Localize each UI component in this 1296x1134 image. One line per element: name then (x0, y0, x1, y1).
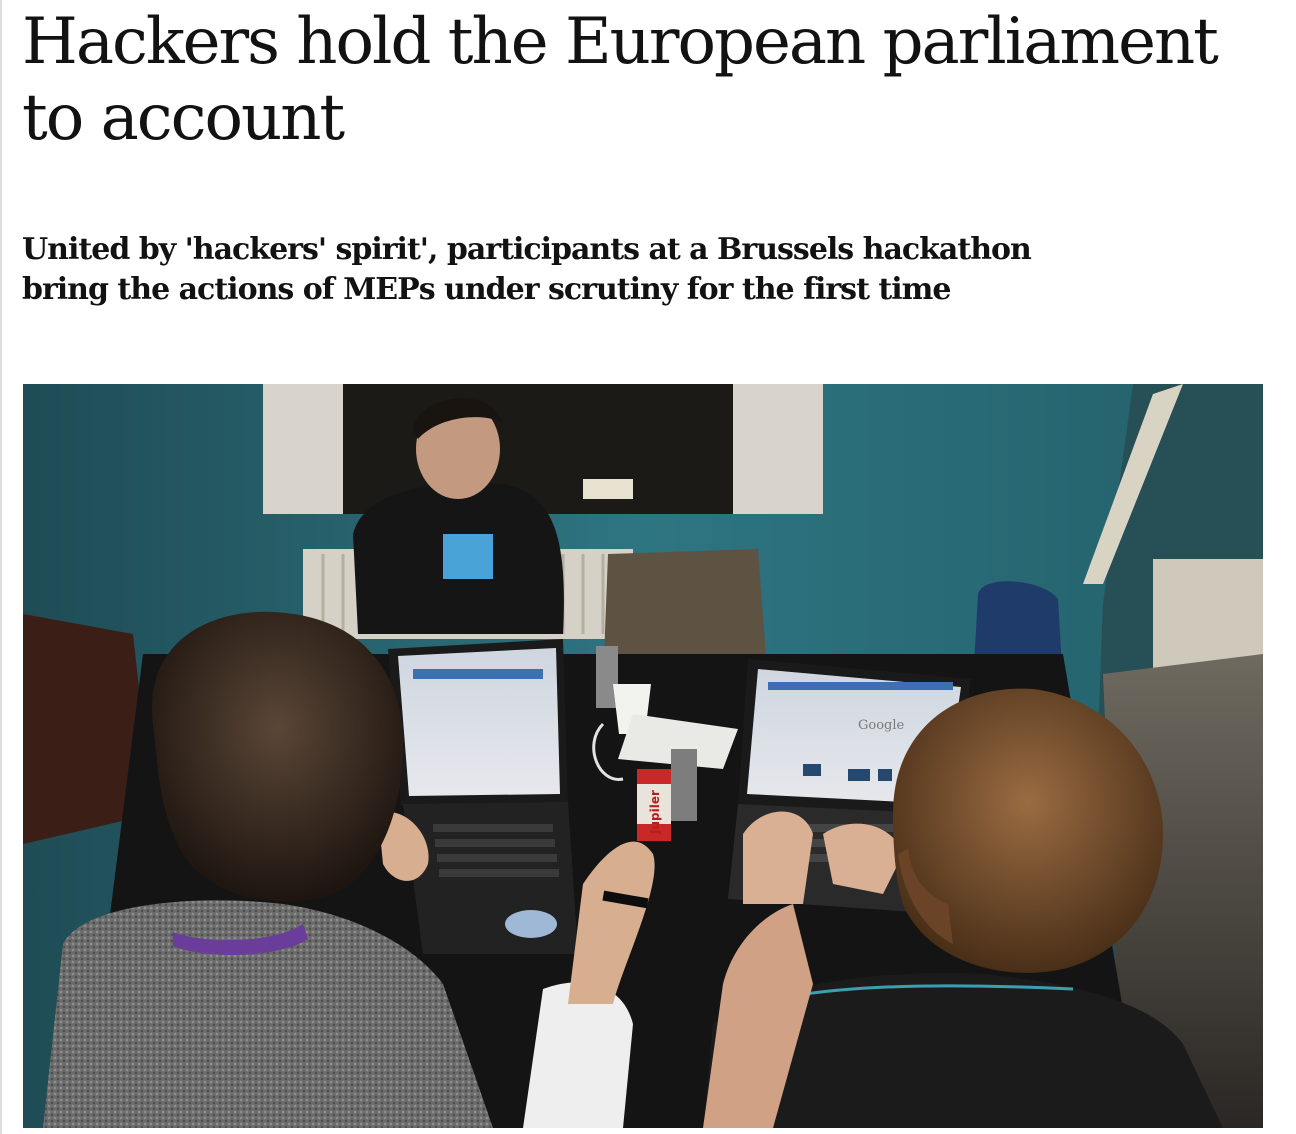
person-left-head (152, 611, 403, 902)
article-standfirst: United by 'hackers' spirit', participant… (22, 232, 1032, 307)
person-left-hand (568, 841, 655, 1004)
person-right-arm (703, 904, 813, 1128)
cable (592, 722, 624, 781)
person-right-tshirt (703, 973, 1223, 1128)
article-main-photo: Google Jupiler (23, 384, 1263, 1128)
curtain-right (733, 384, 823, 514)
purple-collar (173, 924, 308, 956)
person-right-hand-left (743, 811, 813, 904)
person-right-head (893, 688, 1163, 973)
person-left-sweater (43, 900, 493, 1128)
wristband (602, 890, 649, 909)
article-headline: Hackers hold the European parliament to … (22, 5, 1219, 155)
page-left-rule (0, 0, 2, 1134)
drink-can (671, 749, 697, 821)
search-logo-text: Google (858, 718, 905, 733)
beer-can-label: Jupiler (648, 790, 662, 835)
hackathon-photo-illustration: Google Jupiler (23, 384, 1263, 1128)
paper-napkins (618, 714, 738, 769)
pipe (1083, 384, 1183, 584)
person-left-sleeve (523, 982, 633, 1128)
beard (898, 849, 953, 944)
chair (603, 549, 768, 684)
person-right-hand-right (823, 823, 903, 894)
drink-can-back (596, 646, 618, 708)
curtain-left (263, 384, 343, 514)
window (323, 384, 793, 514)
laptop-left-screen (398, 648, 560, 796)
